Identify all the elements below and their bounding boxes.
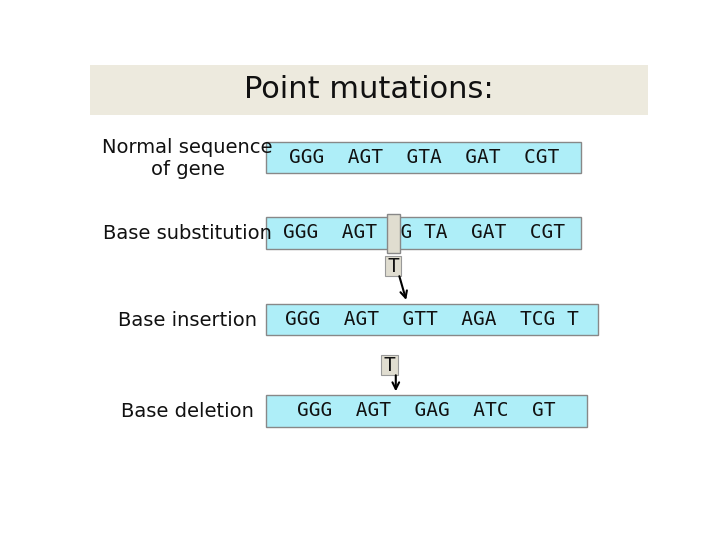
Bar <box>382 355 398 375</box>
Text: Base insertion: Base insertion <box>118 311 257 330</box>
Text: Point mutations:: Point mutations: <box>244 75 494 104</box>
Text: GGG  AGT  GTA  GAT  CGT: GGG AGT GTA GAT CGT <box>289 147 559 167</box>
Text: GGG  AGT  GAG  ATC  GT: GGG AGT GAG ATC GT <box>297 401 555 420</box>
Text: T: T <box>384 355 395 375</box>
Text: Base deletion: Base deletion <box>121 402 254 422</box>
Text: Base substitution: Base substitution <box>103 224 272 242</box>
Bar <box>266 304 598 335</box>
Text: GGG  AGT  G TA  GAT  CGT: GGG AGT G TA GAT CGT <box>283 223 564 242</box>
Text: GGG  AGT  GTT  AGA  TCG T: GGG AGT GTT AGA TCG T <box>284 310 578 329</box>
Bar <box>266 141 581 173</box>
Bar <box>266 218 581 248</box>
Bar <box>387 214 400 253</box>
Bar <box>266 395 587 427</box>
Bar <box>384 256 401 276</box>
Text: T: T <box>387 257 399 276</box>
Text: Normal sequence
of gene: Normal sequence of gene <box>102 138 273 179</box>
Bar <box>90 65 648 114</box>
